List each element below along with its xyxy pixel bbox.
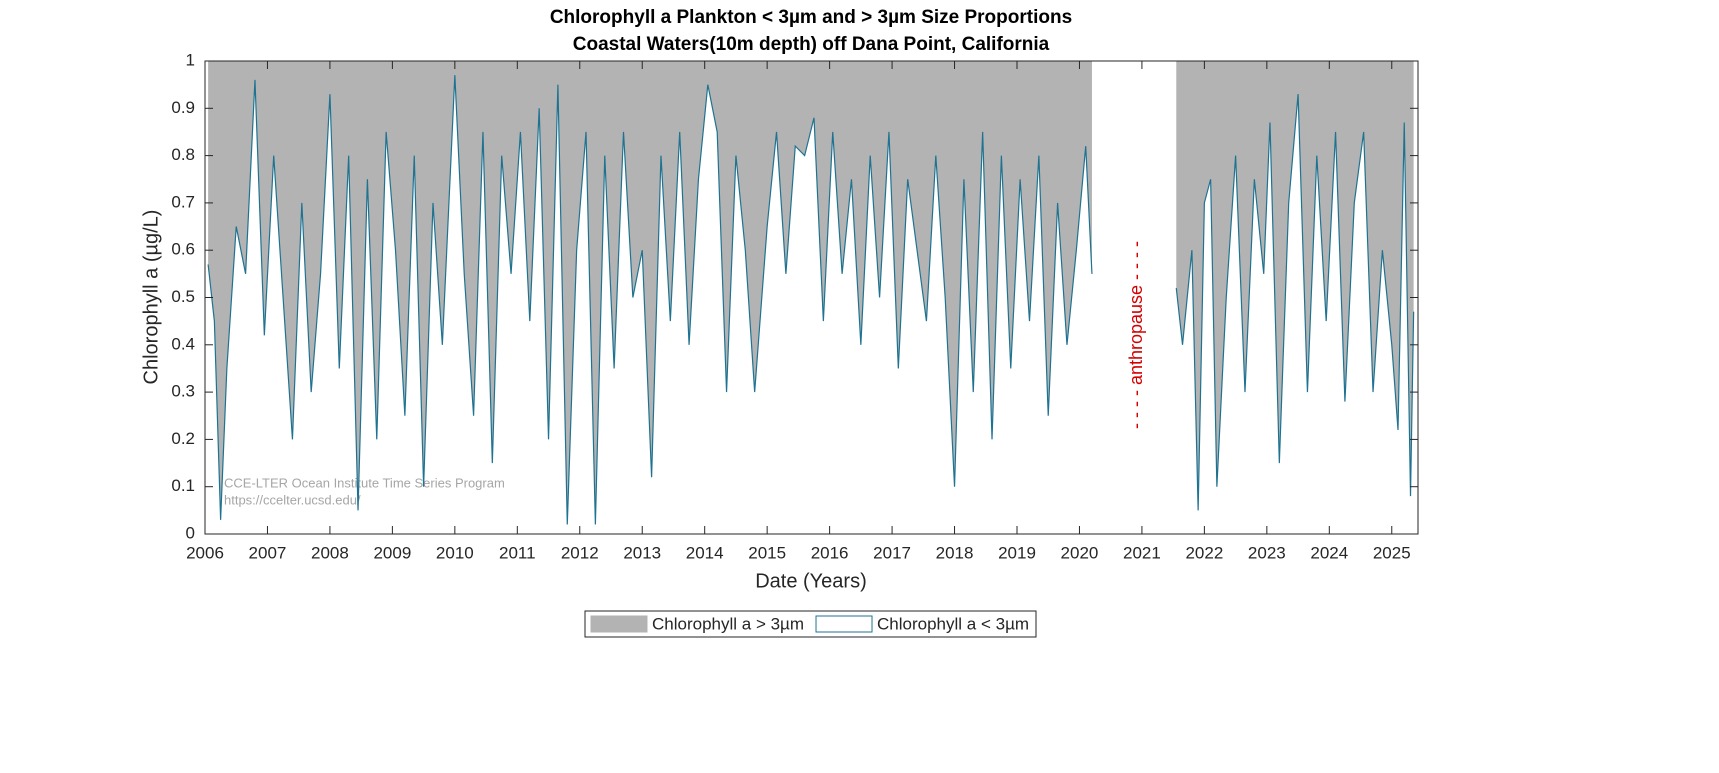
x-tick-label: 2007 — [249, 543, 287, 562]
x-tick-label: 2015 — [748, 543, 786, 562]
y-tick-label: 0 — [186, 523, 195, 542]
x-tick-label: 2017 — [873, 543, 911, 562]
x-tick-label: 2025 — [1373, 543, 1411, 562]
y-tick-label: 0.5 — [171, 287, 195, 306]
x-tick-label: 2013 — [623, 543, 661, 562]
x-tick-label: 2011 — [499, 543, 536, 562]
x-tick-label: 2009 — [373, 543, 411, 562]
chart-subtitle: Coastal Waters(10m depth) off Dana Point… — [573, 34, 1050, 55]
legend-label: Chlorophyll a > 3µm — [652, 614, 804, 633]
x-tick-label: 2018 — [936, 543, 974, 562]
x-tick-label: 2024 — [1310, 543, 1348, 562]
y-axis-label: Chlorophyll a (µg/L) — [140, 210, 162, 385]
y-tick-label: 0.7 — [171, 192, 195, 211]
x-axis-label: Date (Years) — [755, 570, 867, 592]
x-tick-label: 2010 — [436, 543, 474, 562]
watermark: CCE-LTER Ocean Institute Time Series Pro… — [224, 475, 505, 490]
area — [1176, 61, 1414, 511]
y-tick-label: 0.8 — [171, 145, 195, 164]
legend-swatch — [815, 615, 873, 633]
x-tick-label: 2023 — [1248, 543, 1286, 562]
line — [207, 75, 1093, 525]
y-tick-label: 0.9 — [171, 98, 195, 117]
plot-area — [207, 61, 1415, 525]
x-tick-label: 2019 — [998, 543, 1036, 562]
area — [208, 61, 1092, 525]
legend-box — [584, 610, 1037, 638]
x-tick-label: 2008 — [311, 543, 349, 562]
y-tick-label: 0.2 — [171, 429, 195, 448]
line — [1175, 94, 1415, 511]
y-tick-label: 0.3 — [171, 382, 195, 401]
x-tick-label: 2021 — [1123, 543, 1161, 562]
chart-title: Chlorophyll a Plankton < 3µm and > 3µm S… — [550, 7, 1072, 28]
x-tick-label: 2014 — [686, 543, 724, 562]
y-tick-label: 0.1 — [171, 476, 195, 495]
y-tick-label: 1 — [186, 50, 195, 69]
x-tick-label: 2012 — [561, 543, 599, 562]
x-tick-label: 2006 — [186, 543, 224, 562]
x-tick-label: 2016 — [811, 543, 849, 562]
watermark: https://ccelter.ucsd.edu/ — [224, 492, 361, 507]
x-tick-label: 2022 — [1185, 543, 1223, 562]
x-tick-label: 2020 — [1061, 543, 1099, 562]
legend-swatch — [590, 615, 648, 633]
annotation: - - - - anthropause - - - - — [1126, 241, 1146, 429]
y-tick-label: 0.6 — [171, 240, 195, 259]
legend-label: Chlorophyll a < 3µm — [877, 614, 1029, 633]
y-tick-label: 0.4 — [171, 334, 195, 353]
